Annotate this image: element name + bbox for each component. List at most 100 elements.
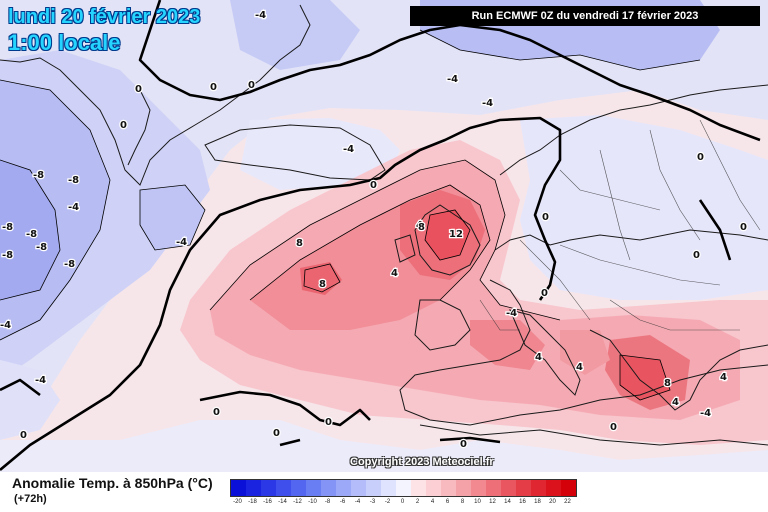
run-info: Run ECMWF 0Z du vendredi 17 février 2023 (410, 6, 760, 26)
contour-label: 8 (319, 279, 326, 290)
contour-label: 0 (740, 222, 747, 233)
contour-label: 0 (460, 439, 467, 450)
color-scale-label: -14 (278, 499, 287, 505)
contour-label: 0 (542, 212, 549, 223)
color-scale-swatch (276, 480, 291, 496)
contour-labels: 0 0 0 0 0 0 0 0 0 0 0 0 0 0 0 0 -4 -4 -4… (0, 9, 748, 452)
color-scale-swatch (426, 480, 441, 496)
contour-label: 0 (325, 417, 332, 428)
contour-label: -8 (36, 242, 47, 253)
contour-label: 0 (248, 80, 255, 91)
color-scale-label: -3 (369, 499, 376, 505)
color-scale-label: 20 (549, 499, 556, 505)
contour-label: -4 (35, 375, 46, 386)
contour-label: 0 (273, 428, 280, 439)
color-scale-swatch (246, 480, 261, 496)
contour-label: 0 (541, 288, 548, 299)
anomaly-map[interactable]: 0 0 0 0 0 0 0 0 0 0 0 0 0 0 0 0 -4 -4 -4… (0, 0, 768, 472)
color-scale-swatch (351, 480, 366, 496)
color-scale (230, 479, 577, 497)
color-scale-swatch (261, 480, 276, 496)
color-scale-swatch (441, 480, 456, 496)
color-scale-swatch (231, 480, 246, 496)
color-scale-swatch (321, 480, 336, 496)
legend-lead-time: (+72h) (14, 493, 47, 505)
color-scale-label: 12 (489, 499, 496, 505)
color-scale-swatch (486, 480, 501, 496)
color-scale-label: 4 (430, 499, 435, 505)
color-scale-swatch (456, 480, 471, 496)
color-scale-label: 14 (504, 499, 511, 505)
color-scale-swatch (306, 480, 321, 496)
coastlines (0, 4, 768, 446)
contour-label: 12 (449, 229, 463, 240)
color-scale-labels: -20 -18 -16 -14 -12 -10 -8 -6 -4 -3 -2 0 2 4 6 8 10 12 14 1… (230, 499, 575, 509)
color-scale-swatch (561, 480, 576, 496)
color-scale-swatch (516, 480, 531, 496)
contour-label: -8 (26, 229, 37, 240)
color-scale-label: -20 (233, 499, 242, 505)
color-scale-label: 10 (474, 499, 481, 505)
contour-label: -4 (176, 237, 187, 248)
contour-label: -4 (255, 10, 266, 21)
contour-label: 8 (296, 238, 303, 249)
color-scale-label: -4 (354, 499, 361, 505)
contour-label: -8 (68, 175, 79, 186)
legend: Anomalie Temp. à 850hPa (°C) (+72h) -20-… (0, 472, 768, 512)
color-scale-swatch (396, 480, 411, 496)
contour-label: 4 (720, 372, 727, 383)
contour-label: 4 (672, 397, 679, 408)
color-scale-label: 18 (534, 499, 541, 505)
color-scale-swatch (291, 480, 306, 496)
contour-label: 0 (370, 180, 377, 191)
color-scale-label: 22 (564, 499, 571, 505)
color-scale-label: -6 (339, 499, 346, 505)
contour-label: 4 (576, 362, 583, 373)
color-scale-label: -18 (248, 499, 257, 505)
cold-anomaly-areas (0, 0, 768, 472)
contour-label: 0 (213, 407, 220, 418)
forecast-hour: 1:00 locale (8, 30, 121, 55)
contour-label: 8 (418, 222, 425, 233)
contour-label: 0 (697, 152, 704, 163)
anomaly-isolines (0, 29, 701, 401)
contour-label: -4 (700, 408, 711, 419)
contour-label: 8 (664, 378, 671, 389)
contour-label: 4 (391, 268, 398, 279)
legend-title: Anomalie Temp. à 850hPa (°C) (12, 475, 213, 491)
forecast-date: lundi 20 février 2023 (8, 6, 201, 28)
color-scale-label: -10 (308, 499, 317, 505)
contour-label: -4 (68, 202, 79, 213)
contour-label: 4 (535, 352, 542, 363)
color-scale-swatch (531, 480, 546, 496)
color-scale-swatch (501, 480, 516, 496)
color-scale-label: 0 (400, 499, 405, 505)
color-scale-swatch (411, 480, 426, 496)
zero-isolines (0, 0, 761, 471)
color-scale-label: -8 (324, 499, 331, 505)
contour-label: 0 (120, 120, 127, 131)
color-scale-label: 2 (415, 499, 420, 505)
country-borders (479, 119, 761, 331)
color-scale-swatch (381, 480, 396, 496)
copyright: Copyright 2023 Meteociel.fr (350, 456, 494, 468)
color-scale-swatch (336, 480, 351, 496)
contour-label: -8 (33, 170, 44, 181)
contour-label: -8 (2, 250, 13, 261)
color-scale-label: -2 (384, 499, 391, 505)
color-scale-swatch (366, 480, 381, 496)
color-scale-label: 6 (445, 499, 450, 505)
contour-label: -4 (0, 320, 11, 331)
contour-label: 0 (610, 422, 617, 433)
contour-label: 0 (693, 250, 700, 261)
color-scale-swatch (471, 480, 486, 496)
contour-label: 0 (20, 430, 27, 441)
color-scale-label: -12 (293, 499, 302, 505)
color-scale-label: -16 (263, 499, 272, 505)
color-scale-label: 16 (519, 499, 526, 505)
contour-label: -4 (343, 144, 354, 155)
contour-label: -4 (506, 308, 517, 319)
contour-label: 4 (416, 220, 423, 231)
contour-label: 0 (210, 82, 217, 93)
contour-label: 0 (135, 84, 142, 95)
